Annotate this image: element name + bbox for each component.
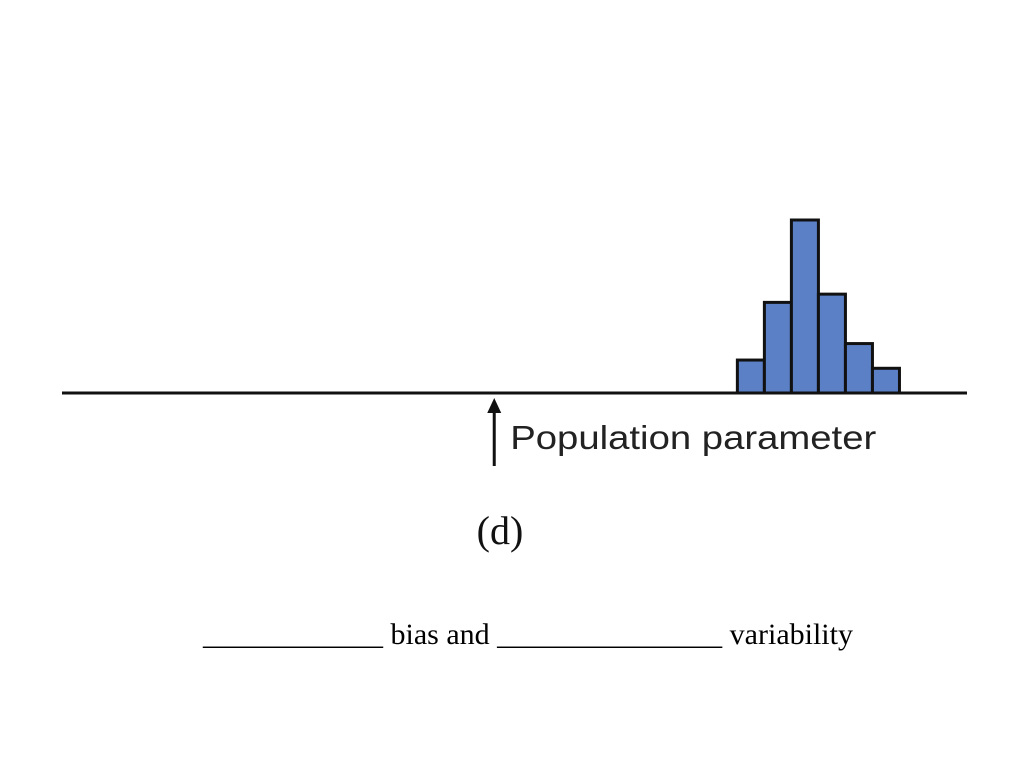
bar bbox=[816, 292, 847, 395]
bar bbox=[843, 342, 874, 395]
bar bbox=[735, 358, 766, 395]
bar bbox=[789, 218, 820, 395]
parameter-label: Population parameter bbox=[510, 419, 876, 456]
question: ____________ bias and _______________ va… bbox=[202, 618, 853, 651]
bar bbox=[870, 366, 901, 395]
bar bbox=[762, 300, 793, 395]
caption: (d) bbox=[477, 508, 524, 553]
arrow-head bbox=[487, 398, 502, 413]
